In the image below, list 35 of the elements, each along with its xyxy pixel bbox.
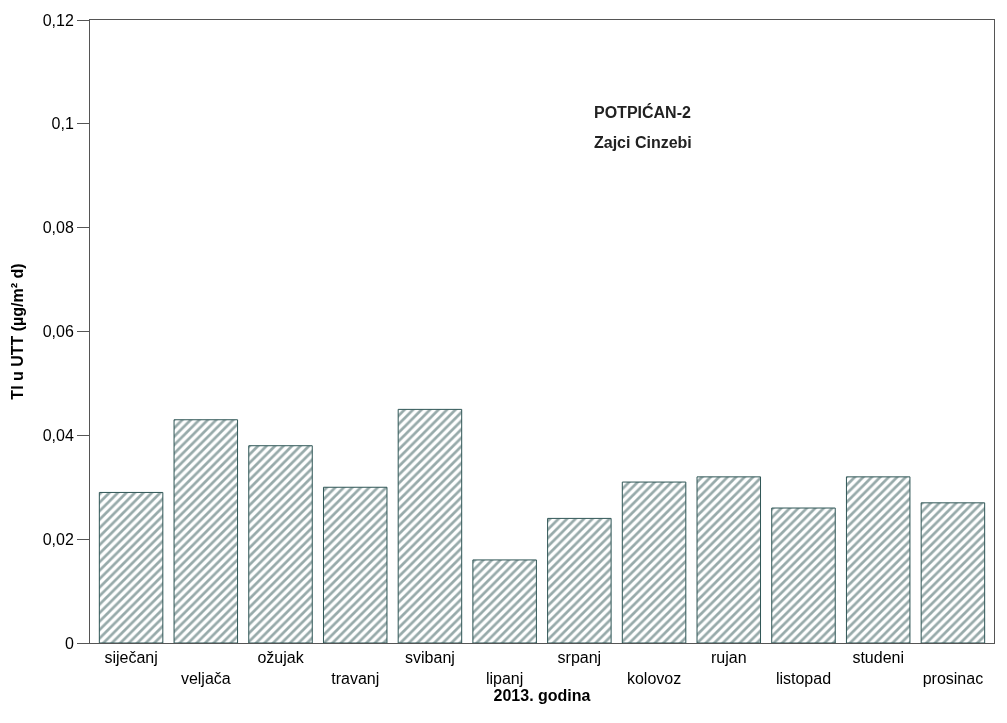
bar <box>173 419 239 643</box>
annotation: POTPIĆAN-2 <box>594 103 691 121</box>
x-tick-label: kolovoz <box>626 670 682 687</box>
bar <box>920 502 986 643</box>
bar <box>696 476 762 643</box>
x-tick-label: rujan <box>710 649 747 667</box>
x-axis-title: 2013. godina <box>493 687 591 704</box>
x-tick-label: srpanj <box>557 649 602 667</box>
x-tick-label: ožujak <box>257 649 305 667</box>
bar <box>472 559 537 643</box>
x-tick-label: lipanj <box>485 670 524 687</box>
y-tick-label: 0,1 <box>51 115 74 133</box>
bar <box>248 445 313 643</box>
bar <box>547 517 612 643</box>
x-tick-label: prosinac <box>922 670 984 687</box>
x-tick-label: veljača <box>180 670 231 687</box>
x-tick-label: svibanj <box>405 649 455 667</box>
x-tick-label: listopad <box>775 670 832 687</box>
y-tick-label: 0,04 <box>42 426 74 444</box>
y-tick-label: 0 <box>64 634 74 652</box>
x-tick-label: travanj <box>331 670 380 687</box>
y-tick-label: 0,02 <box>42 530 74 548</box>
bar <box>621 481 687 643</box>
annotation: Zajci Cinzebi <box>594 134 692 151</box>
y-tick-label: 0,12 <box>42 11 74 29</box>
bar <box>98 491 164 643</box>
bar <box>771 507 836 643</box>
y-tick-label: 0,06 <box>42 323 74 341</box>
x-tick-label: studeni <box>852 649 904 667</box>
x-tick-label: siječanj <box>104 649 158 667</box>
bar <box>845 476 911 643</box>
y-axis-title: Tl u UTT (µg/m² d) <box>8 263 26 400</box>
bar <box>397 408 463 643</box>
y-tick-label: 0,08 <box>42 219 74 237</box>
bar <box>322 486 388 643</box>
